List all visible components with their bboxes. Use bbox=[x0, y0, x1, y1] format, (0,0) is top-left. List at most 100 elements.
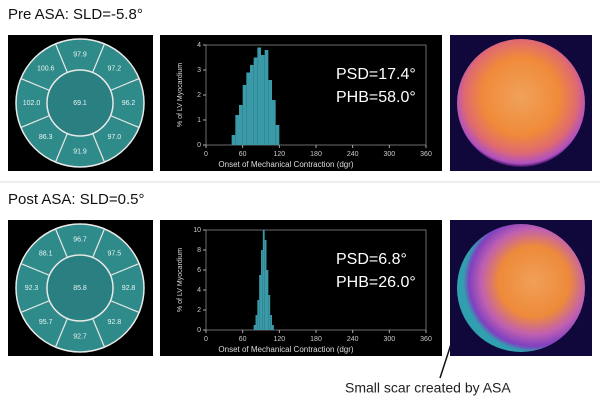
histogram-bar bbox=[264, 50, 269, 145]
psd-label: PSD=6.8° bbox=[336, 251, 407, 268]
y-tick-label: 4 bbox=[197, 287, 201, 294]
polar-inner bbox=[46, 69, 114, 137]
x-axis-label: Onset of Mechanical Contraction (dgr) bbox=[218, 345, 354, 354]
histogram-bar bbox=[257, 47, 261, 145]
segment-label: 100.6 bbox=[37, 66, 55, 73]
y-tick-label: 2 bbox=[197, 307, 201, 314]
histogram-bar bbox=[268, 295, 271, 330]
segment-border bbox=[20, 300, 50, 314]
x-tick-label: 360 bbox=[420, 151, 432, 158]
histogram-bar bbox=[264, 240, 267, 330]
x-tick-label: 60 bbox=[239, 336, 247, 343]
segment-label: 97.9 bbox=[73, 51, 87, 58]
segment-border bbox=[20, 77, 50, 91]
segment-border bbox=[54, 318, 68, 348]
segment-label: 96.7 bbox=[73, 236, 87, 243]
y-tick-label: 0 bbox=[197, 327, 201, 334]
panel-title: Pre ASA: SLD=-5.8° bbox=[8, 6, 143, 23]
segment-label: 102.0 bbox=[23, 100, 41, 107]
segment-label: 88.1 bbox=[39, 251, 53, 258]
segment-border bbox=[110, 262, 140, 276]
x-tick-label: 300 bbox=[383, 336, 395, 343]
x-tick-label: 180 bbox=[310, 151, 322, 158]
histogram-bg bbox=[160, 35, 442, 171]
y-axis-label: % of LV Myocardium bbox=[177, 248, 184, 312]
histogram-bar bbox=[253, 57, 258, 145]
segment-label: 97.5 bbox=[107, 251, 121, 258]
phb-label: PHB=58.0° bbox=[336, 89, 416, 106]
histogram-bar bbox=[235, 115, 239, 145]
histogram-bar bbox=[255, 315, 258, 330]
center-label: 85.8 bbox=[73, 285, 87, 292]
heart-map bbox=[457, 224, 585, 352]
segment-border bbox=[92, 318, 106, 348]
segment-border bbox=[92, 228, 106, 258]
segment-border bbox=[110, 300, 140, 314]
segment-label: 91.9 bbox=[73, 148, 87, 155]
x-tick-label: 0 bbox=[204, 336, 208, 343]
x-tick-label: 120 bbox=[273, 151, 285, 158]
histogram-bar bbox=[268, 80, 272, 145]
histogram-bar bbox=[253, 325, 256, 330]
x-tick-label: 360 bbox=[420, 336, 432, 343]
segment-label: 96.2 bbox=[122, 100, 136, 107]
histogram-bar bbox=[272, 325, 274, 330]
heart-map bbox=[457, 39, 585, 167]
y-tick-label: 2 bbox=[197, 92, 201, 99]
histogram-bar bbox=[242, 85, 247, 145]
panel-title: Post ASA: SLD=0.5° bbox=[8, 191, 145, 208]
x-tick-label: 300 bbox=[383, 151, 395, 158]
segment-border bbox=[20, 262, 50, 276]
y-tick-label: 6 bbox=[197, 267, 201, 274]
annotation: Small scar created by ASA bbox=[345, 380, 511, 396]
segment-label: 92.8 bbox=[107, 319, 121, 326]
x-tick-label: 60 bbox=[239, 151, 247, 158]
histogram-bar bbox=[275, 125, 280, 145]
segment-border bbox=[110, 77, 140, 91]
histogram-bg bbox=[160, 220, 442, 356]
segment-border bbox=[54, 228, 68, 258]
segment-label: 92.7 bbox=[73, 333, 87, 340]
polar-inner bbox=[46, 254, 114, 322]
histogram-bar bbox=[259, 275, 261, 330]
x-tick-label: 180 bbox=[310, 336, 322, 343]
segment-label: 95.7 bbox=[39, 319, 53, 326]
segment-border bbox=[92, 43, 106, 73]
segment-border bbox=[54, 133, 68, 163]
y-tick-label: 8 bbox=[197, 247, 201, 254]
x-tick-label: 240 bbox=[347, 151, 359, 158]
histogram-bar bbox=[257, 300, 260, 330]
histogram-bar bbox=[246, 72, 250, 145]
segment-label: 97.0 bbox=[107, 134, 121, 141]
center-label: 69.1 bbox=[73, 100, 87, 107]
y-tick-label: 4 bbox=[197, 42, 201, 49]
phb-label: PHB=26.0° bbox=[336, 274, 416, 291]
histogram-bar bbox=[250, 65, 254, 145]
histogram-bar bbox=[272, 100, 276, 145]
x-axis-label: Onset of Mechanical Contraction (dgr) bbox=[218, 160, 354, 169]
histogram-bar bbox=[270, 315, 272, 330]
y-tick-label: 0 bbox=[197, 142, 201, 149]
segment-label: 92.3 bbox=[25, 285, 39, 292]
x-tick-label: 0 bbox=[204, 151, 208, 158]
y-tick-label: 3 bbox=[197, 67, 201, 74]
psd-label: PSD=17.4° bbox=[336, 66, 416, 83]
y-tick-label: 1 bbox=[197, 117, 201, 124]
histogram-bar bbox=[261, 55, 265, 145]
segment-label: 97.2 bbox=[107, 66, 121, 73]
segment-label: 92.8 bbox=[122, 285, 136, 292]
segment-border bbox=[92, 133, 106, 163]
histogram-bar bbox=[266, 270, 269, 330]
segment-border bbox=[20, 115, 50, 129]
histogram-bar bbox=[231, 135, 236, 145]
histogram-bar bbox=[239, 105, 243, 145]
segment-label: 86.3 bbox=[39, 134, 53, 141]
histogram-bar bbox=[261, 250, 263, 330]
segment-border bbox=[54, 43, 68, 73]
segment-border bbox=[110, 115, 140, 129]
y-tick-label: 10 bbox=[193, 227, 201, 234]
x-tick-label: 120 bbox=[273, 336, 285, 343]
y-axis-label: % of LV Myocardium bbox=[177, 63, 184, 127]
x-tick-label: 240 bbox=[347, 336, 359, 343]
